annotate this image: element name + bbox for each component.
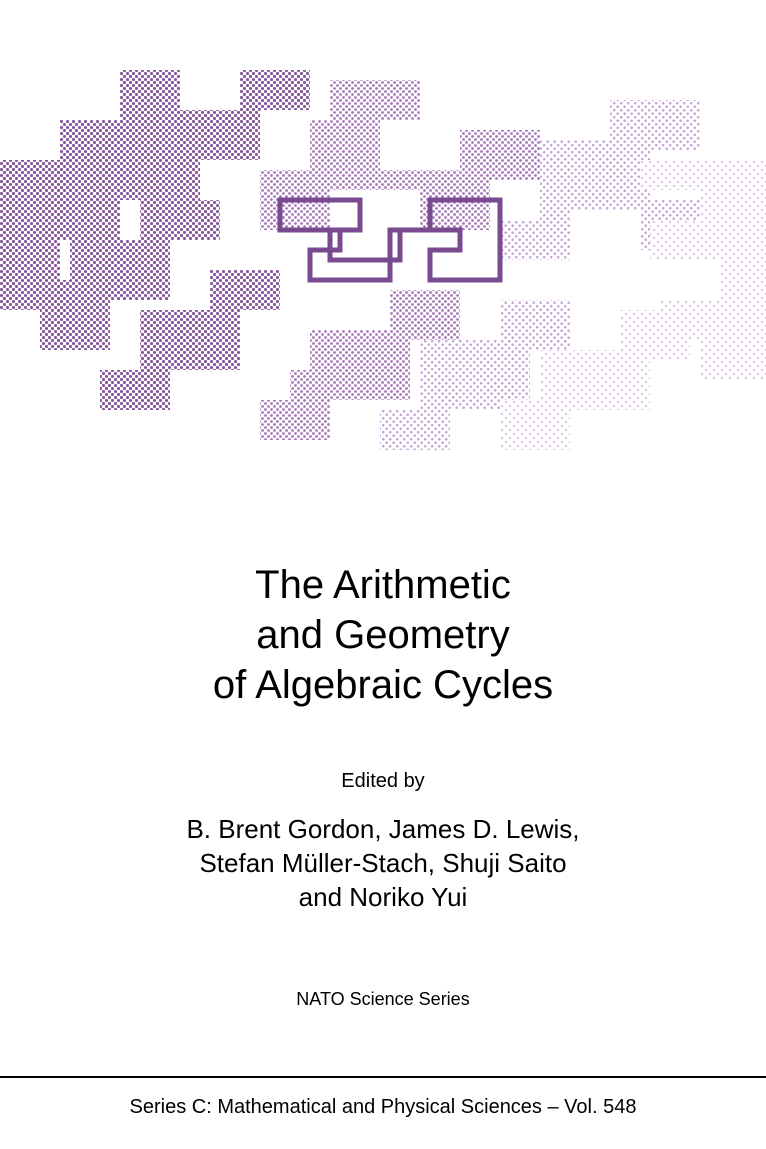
- footer-text: Series C: Mathematical and Physical Scie…: [20, 1096, 746, 1119]
- interlocking-pattern-svg: [0, 0, 766, 460]
- title-line-3: of Algebraic Cycles: [60, 660, 706, 710]
- footer-bar: Series C: Mathematical and Physical Scie…: [0, 1076, 766, 1119]
- cover-graphic: [0, 0, 766, 460]
- editors-line-1: B. Brent Gordon, James D. Lewis,: [90, 813, 676, 847]
- editors-line-3: and Noriko Yui: [90, 881, 676, 915]
- edited-by-label: Edited by: [0, 770, 766, 793]
- editors: B. Brent Gordon, James D. Lewis, Stefan …: [0, 813, 766, 914]
- title-line-2: and Geometry: [60, 610, 706, 660]
- editors-line-2: Stefan Müller-Stach, Shuji Saito: [90, 847, 676, 881]
- series-label: NATO Science Series: [0, 989, 766, 1010]
- book-title: The Arithmetic and Geometry of Algebraic…: [0, 560, 766, 710]
- title-line-1: The Arithmetic: [60, 560, 706, 610]
